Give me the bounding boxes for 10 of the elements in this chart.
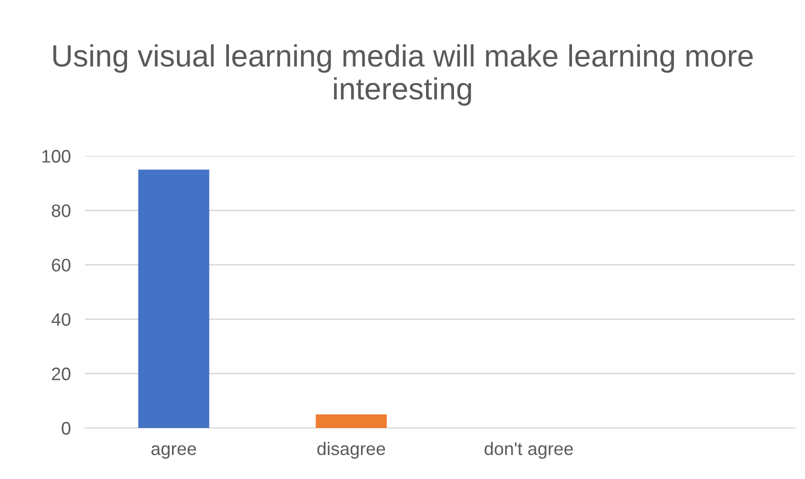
y-tick-label: 40 [51, 313, 70, 326]
chart-title: Using visual learning media will make learning more interesting [53, 44, 753, 106]
x-tick-label: agree [151, 445, 196, 459]
x-tick-label: don't agree [484, 442, 573, 459]
x-tick-label: disagree [317, 442, 386, 459]
y-tick-label: 80 [52, 204, 70, 218]
y-tick-label: 60 [52, 258, 70, 272]
y-tick-label: 0 [62, 422, 70, 435]
y-tick-label: 20 [52, 368, 70, 380]
y-tick-label: 100 [42, 150, 70, 163]
